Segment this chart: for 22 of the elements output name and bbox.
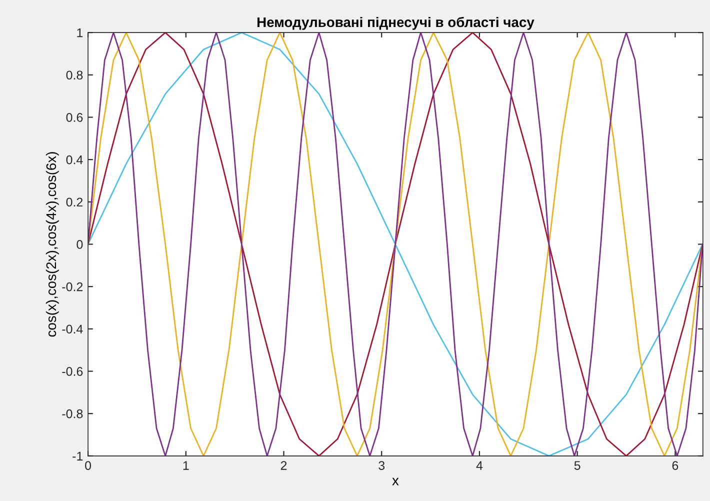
x-tick-label: 4: [476, 461, 483, 470]
y-tick-label: -0.4: [62, 324, 83, 334]
y-tick-label: 1: [77, 28, 83, 38]
y-tick-label: 0: [76, 240, 83, 249]
x-tick-label: 5: [574, 461, 580, 470]
y-tick-label: -1: [72, 452, 83, 460]
y-tick-label: -0.8: [62, 409, 83, 418]
y-tick-label: 0.4: [66, 155, 83, 164]
x-tick-label: 2: [280, 461, 287, 470]
line-series: [88, 32, 703, 456]
y-tick-label: -0.2: [62, 282, 83, 292]
chart-title: Немодульовані піднесучі в області часу: [257, 16, 534, 30]
y-axis-title: cos(x),cos(2x),cos(4x),cos(6x): [46, 152, 59, 337]
y-tick-label: 0.8: [66, 70, 83, 80]
y-tick-label: 0.2: [66, 198, 83, 207]
x-tick-label: 6: [672, 461, 678, 470]
y-tick-label: -0.6: [62, 367, 83, 376]
x-tick-label: 1: [183, 461, 189, 470]
x-tick-label: 3: [378, 461, 385, 470]
y-tick-label: 0.6: [66, 113, 83, 122]
x-tick-label: 0: [85, 461, 92, 470]
x-axis-title: x: [392, 478, 399, 486]
